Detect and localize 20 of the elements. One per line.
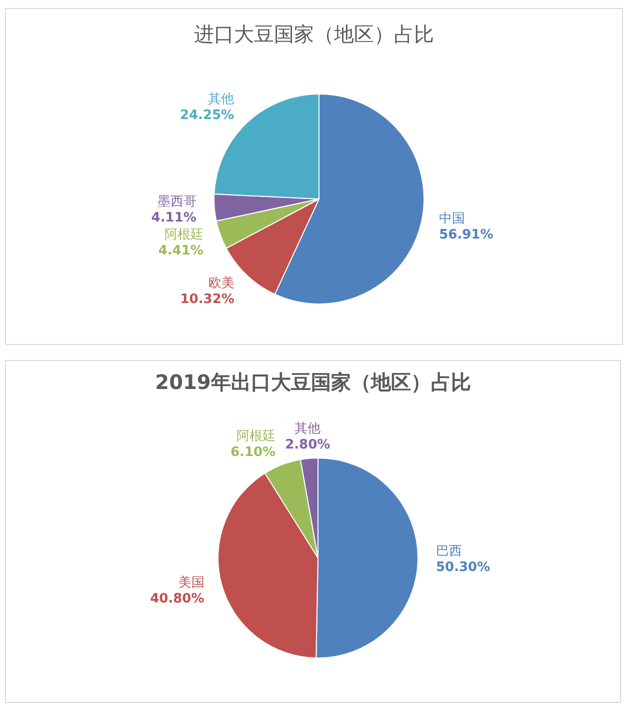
data-label: 4.11%: [151, 210, 196, 225]
data-label: 4.41%: [158, 243, 204, 258]
slice-label: 其他: [294, 420, 321, 436]
data-label: 40.80%: [150, 591, 204, 606]
data-label: 50.30%: [436, 560, 490, 575]
data-label: 24.25%: [180, 108, 234, 123]
slice-label: 中国: [439, 210, 466, 226]
data-label: 2.80%: [285, 436, 330, 452]
slice-label: 墨西哥: [157, 194, 196, 209]
data-label: 6.10%: [230, 444, 276, 460]
data-label: 56.91%: [439, 226, 494, 242]
data-label: 10.32%: [180, 292, 234, 307]
slice-label: 阿根廷: [236, 428, 276, 444]
slice-label: 美国: [178, 574, 204, 590]
slice-label: 欧美: [208, 274, 234, 291]
chart-title: 2019年出口大豆国家（地区）占比: [155, 368, 471, 396]
slice-label: 其他: [208, 92, 234, 107]
slice-label: 巴西: [436, 544, 462, 559]
slice-label: 阿根廷: [164, 227, 204, 242]
chart-title: 进口大豆国家（地区）占比: [194, 20, 434, 48]
